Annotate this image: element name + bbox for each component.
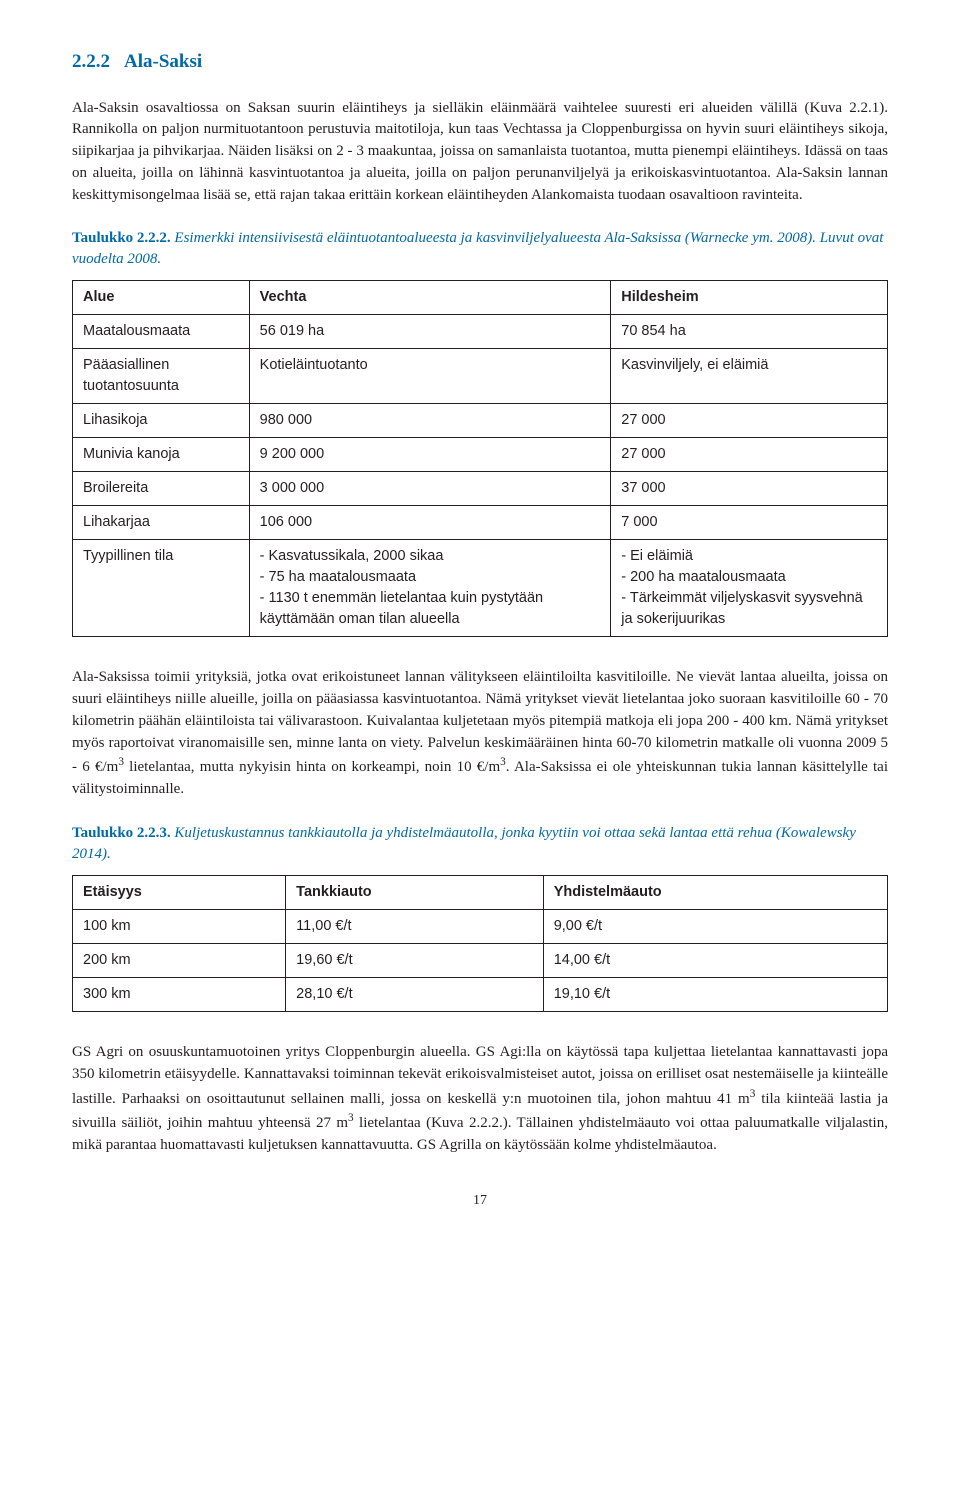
- table-1-caption-body: Esimerkki intensiivisestä eläintuotantoa…: [72, 230, 883, 267]
- table-2-caption-body: Kuljetuskustannus tankkiautolla ja yhdis…: [72, 825, 856, 862]
- table-header-cell: Vechta: [249, 281, 611, 315]
- table-cell: Lihasikoja: [73, 404, 250, 438]
- table-cell: 70 854 ha: [611, 315, 888, 349]
- table-row: 300 km28,10 €/t19,10 €/t: [73, 978, 888, 1012]
- table-header-cell: Hildesheim: [611, 281, 888, 315]
- table-cell: 56 019 ha: [249, 315, 611, 349]
- paragraph-intro: Ala-Saksin osavaltiossa on Saksan suurin…: [72, 98, 888, 207]
- table-cell: 19,10 €/t: [543, 978, 887, 1012]
- table-header-cell: Tankkiauto: [286, 875, 544, 909]
- table-cell: Munivia kanoja: [73, 438, 250, 472]
- paragraph-mid: Ala-Saksissa toimii yrityksiä, jotka ova…: [72, 667, 888, 801]
- table-cell: - Kasvatussikala, 2000 sikaa - 75 ha maa…: [249, 540, 611, 637]
- table-cell: 106 000: [249, 506, 611, 540]
- table-cell: Lihakarjaa: [73, 506, 250, 540]
- table-2-caption: Taulukko 2.2.3. Kuljetuskustannus tankki…: [72, 823, 888, 865]
- table-row: Maatalousmaata56 019 ha70 854 ha: [73, 315, 888, 349]
- table-cell: 11,00 €/t: [286, 910, 544, 944]
- table-cell: Tyypillinen tila: [73, 540, 250, 637]
- table-row: Tyypillinen tila- Kasvatussikala, 2000 s…: [73, 540, 888, 637]
- table-cell: 9 200 000: [249, 438, 611, 472]
- table-cell: 100 km: [73, 910, 286, 944]
- table-header-cell: Alue: [73, 281, 250, 315]
- table-row: Lihakarjaa106 0007 000: [73, 506, 888, 540]
- table-cell: 7 000: [611, 506, 888, 540]
- table-cell: 980 000: [249, 404, 611, 438]
- table-cell: 200 km: [73, 944, 286, 978]
- table-row: Lihasikoja980 00027 000: [73, 404, 888, 438]
- table-row: Pääasiallinen tuotantosuuntaKotieläintuo…: [73, 349, 888, 404]
- section-title: Ala-Saksi: [124, 51, 202, 72]
- table-header-cell: Yhdistelmäauto: [543, 875, 887, 909]
- table-row: Etäisyys Tankkiauto Yhdistelmäauto: [73, 875, 888, 909]
- text-run: lietelantaa, mutta nykyisin hinta on kor…: [124, 759, 500, 775]
- table-cell: Kotieläintuotanto: [249, 349, 611, 404]
- table-cell: 300 km: [73, 978, 286, 1012]
- table-2-caption-lead: Taulukko 2.2.3.: [72, 825, 171, 841]
- table-2: Etäisyys Tankkiauto Yhdistelmäauto 100 k…: [72, 875, 888, 1012]
- table-row: Broilereita3 000 00037 000: [73, 472, 888, 506]
- table-cell: 37 000: [611, 472, 888, 506]
- table-cell: Broilereita: [73, 472, 250, 506]
- table-cell: - Ei eläimiä - 200 ha maatalousmaata - T…: [611, 540, 888, 637]
- table-cell: Pääasiallinen tuotantosuunta: [73, 349, 250, 404]
- table-1-caption-lead: Taulukko 2.2.2.: [72, 230, 171, 246]
- table-cell: 3 000 000: [249, 472, 611, 506]
- table-cell: Kasvinviljely, ei eläimiä: [611, 349, 888, 404]
- table-cell: 19,60 €/t: [286, 944, 544, 978]
- table-cell: Maatalousmaata: [73, 315, 250, 349]
- section-number: 2.2.2: [72, 51, 110, 72]
- table-cell: 14,00 €/t: [543, 944, 887, 978]
- table-1: Alue Vechta Hildesheim Maatalousmaata56 …: [72, 280, 888, 637]
- table-header-cell: Etäisyys: [73, 875, 286, 909]
- page-number: 17: [72, 1191, 888, 1211]
- table-cell: 27 000: [611, 438, 888, 472]
- table-row: 200 km19,60 €/t14,00 €/t: [73, 944, 888, 978]
- table-cell: 28,10 €/t: [286, 978, 544, 1012]
- table-row: Munivia kanoja9 200 00027 000: [73, 438, 888, 472]
- section-heading: 2.2.2 Ala-Saksi: [72, 48, 888, 76]
- paragraph-end: GS Agri on osuuskuntamuotoinen yritys Cl…: [72, 1042, 888, 1157]
- table-row: Alue Vechta Hildesheim: [73, 281, 888, 315]
- table-cell: 9,00 €/t: [543, 910, 887, 944]
- table-1-caption: Taulukko 2.2.2. Esimerkki intensiivisest…: [72, 228, 888, 270]
- table-row: 100 km11,00 €/t9,00 €/t: [73, 910, 888, 944]
- table-cell: 27 000: [611, 404, 888, 438]
